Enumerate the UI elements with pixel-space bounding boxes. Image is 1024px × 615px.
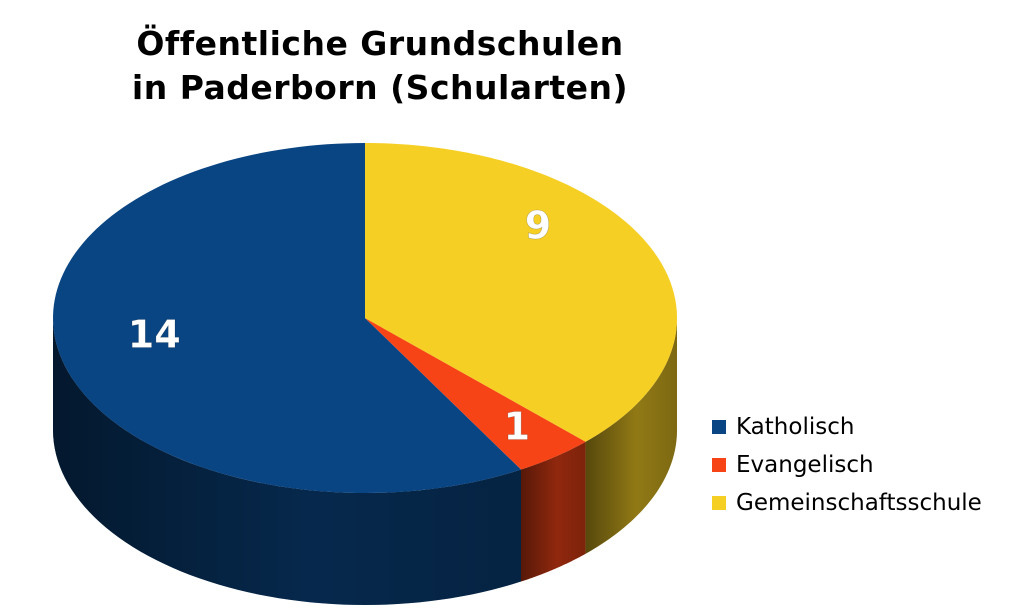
data-label-evangelisch: 1: [504, 405, 530, 449]
legend: Katholisch Evangelisch Gemeinschaftsschu…: [712, 408, 982, 522]
chart-title-line-2: in Paderborn (Schularten): [131, 68, 629, 107]
legend-swatch-gemeinschaftsschule: [712, 496, 726, 510]
slice-gemeinschaftsschule: [365, 143, 677, 442]
slice-katholisch: [53, 143, 521, 493]
pie-labels: 14 1 9: [127, 203, 551, 449]
slice-side-shade-evangelisch: [521, 441, 586, 582]
legend-swatch-katholisch: [712, 420, 726, 434]
data-label-gemeinschaftsschule: 9: [525, 203, 551, 247]
legend-label-gemeinschaftsschule: Gemeinschaftsschule: [736, 490, 982, 516]
legend-item-katholisch: Katholisch: [712, 408, 982, 446]
chart-title-line-1: Öffentliche Grundschulen: [136, 24, 624, 63]
legend-label-evangelisch: Evangelisch: [736, 452, 874, 478]
legend-item-evangelisch: Evangelisch: [712, 446, 982, 484]
pie-sides: [53, 318, 677, 605]
slice-side-shade-gemeinschaftsschule: [585, 318, 677, 554]
legend-item-gemeinschaftsschule: Gemeinschaftsschule: [712, 484, 982, 522]
data-label-katholisch: 14: [128, 313, 181, 357]
chart-title: Öffentliche Grundschulen in Paderborn (S…: [0, 22, 760, 110]
pie-tops: [53, 143, 677, 493]
slice-side-shade-katholisch: [53, 318, 521, 605]
legend-label-katholisch: Katholisch: [736, 414, 855, 440]
slice-evangelisch: [365, 318, 586, 470]
legend-swatch-evangelisch: [712, 458, 726, 472]
